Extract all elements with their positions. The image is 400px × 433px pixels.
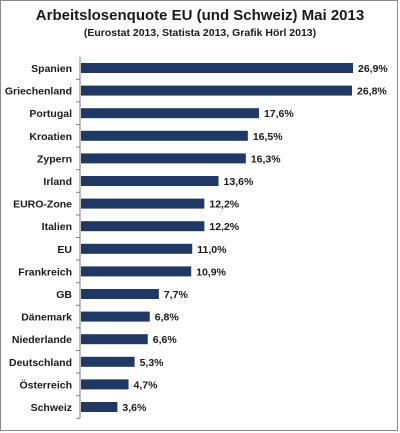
- value-label: 26,9%: [358, 63, 388, 75]
- bar-15: [81, 402, 118, 412]
- value-label: 16,3%: [251, 153, 281, 165]
- bar-5: [81, 176, 219, 186]
- category-label: Frankreich: [18, 266, 72, 278]
- bar-3: [81, 130, 248, 141]
- category-label: Portugal: [29, 108, 72, 120]
- category-label: Irland: [43, 176, 72, 188]
- category-label: Österreich: [19, 378, 72, 391]
- value-label: 6,8%: [155, 312, 180, 324]
- value-label: 16,5%: [253, 131, 283, 143]
- bar-13: [81, 356, 135, 367]
- category-label: Spanien: [31, 63, 72, 75]
- value-label: 11,0%: [197, 244, 227, 256]
- bar-1: [81, 85, 352, 96]
- bar-11: [81, 311, 150, 322]
- bar-0: [81, 63, 353, 73]
- value-label: 13,6%: [224, 176, 254, 188]
- category-label: Deutschland: [9, 357, 72, 369]
- value-label: 7,7%: [164, 289, 189, 301]
- category-label: Griechenland: [5, 86, 72, 98]
- bar-14: [81, 379, 129, 390]
- value-label: 17,6%: [264, 108, 294, 120]
- category-label: Dänemark: [21, 312, 72, 324]
- category-label: Schweiz: [31, 402, 72, 414]
- value-label: 10,9%: [196, 266, 226, 278]
- bar-7: [81, 221, 205, 232]
- value-label: 12,2%: [209, 199, 239, 211]
- value-label: 12,2%: [209, 221, 239, 233]
- bar-9: [81, 266, 192, 277]
- bar-4: [81, 153, 246, 164]
- bar-8: [81, 243, 193, 254]
- category-label: GB: [56, 289, 72, 301]
- value-label: 3,6%: [122, 402, 147, 414]
- category-label: EURO-Zone: [13, 199, 72, 211]
- chart-subtitle: (Eurostat 2013, Statista 2013, Grafik Hö…: [83, 27, 317, 39]
- bar-12: [81, 334, 148, 345]
- value-label: 6,6%: [153, 334, 178, 346]
- value-label: 5,3%: [140, 357, 165, 369]
- value-label: 4,7%: [134, 379, 159, 391]
- category-label: EU: [57, 244, 72, 256]
- bar-2: [81, 108, 259, 119]
- category-label: Zypern: [37, 153, 72, 165]
- chart-title: Arbeitslosenquote EU (und Schweiz) Mai 2…: [35, 7, 365, 24]
- category-label: Italien: [42, 221, 72, 233]
- bar-6: [81, 198, 205, 209]
- value-label: 26,8%: [357, 86, 387, 98]
- category-label: Kroatien: [29, 131, 72, 143]
- category-label: Niederlande: [12, 334, 72, 346]
- bar-10: [81, 289, 159, 299]
